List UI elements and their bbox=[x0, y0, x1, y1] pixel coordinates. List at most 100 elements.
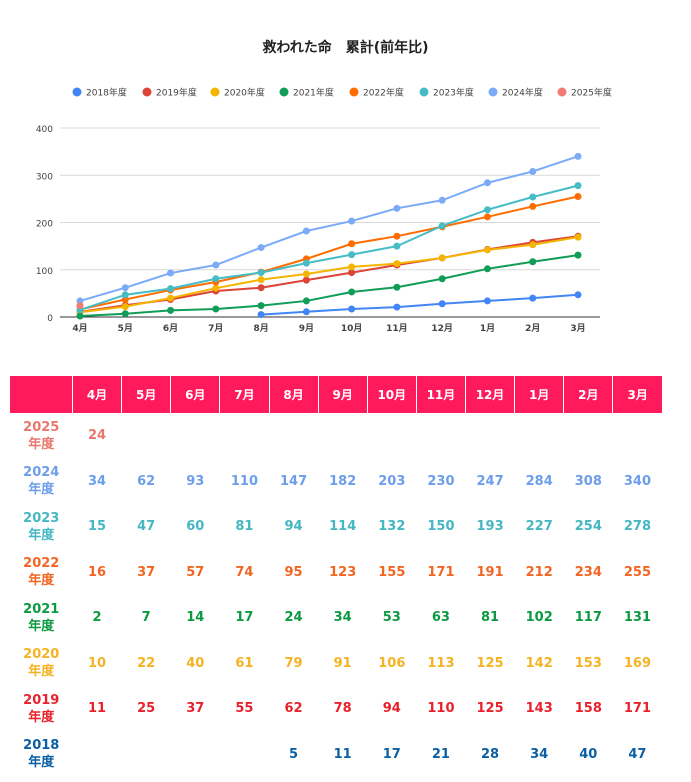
table-cell: 62 bbox=[284, 701, 303, 717]
data-point bbox=[212, 284, 220, 292]
table-cell bbox=[122, 732, 171, 778]
data-point bbox=[348, 240, 356, 248]
table-header-cell: 7月 bbox=[219, 376, 270, 413]
table-cell: 55 bbox=[235, 701, 254, 717]
table-row: 2018 年度 5 11 17 21 28 34 40 47 bbox=[10, 732, 662, 778]
table-cell: 230 bbox=[427, 473, 455, 489]
table-cell: 40 bbox=[579, 746, 598, 762]
x-tick-label: 4月 bbox=[72, 323, 87, 334]
table-row: 2023 年度 15 47 60 81 94 114 132 150 193 227 254 278 bbox=[10, 504, 662, 550]
data-point bbox=[302, 270, 310, 278]
table-header-cell: 12月 bbox=[465, 376, 516, 413]
table-cell: 247 bbox=[476, 473, 504, 489]
table-cell: 131 bbox=[623, 610, 651, 626]
data-point bbox=[529, 167, 537, 175]
table-header-cell: 8月 bbox=[269, 376, 319, 413]
table-cell: 7 bbox=[141, 610, 151, 626]
table-cell bbox=[564, 413, 613, 459]
x-tick-label: 3月 bbox=[570, 323, 585, 334]
table-cell: 278 bbox=[623, 519, 651, 535]
table-cell: 143 bbox=[525, 701, 553, 717]
table-cell: 91 bbox=[333, 655, 352, 671]
legend-label: 2020年度 bbox=[224, 87, 265, 99]
table-cell: 25 bbox=[137, 701, 156, 717]
data-point bbox=[393, 232, 401, 240]
legend-item: 2019年度 bbox=[142, 87, 197, 99]
x-tick-label: 10月 bbox=[341, 323, 363, 334]
data-point bbox=[574, 233, 582, 241]
table-cell: 340 bbox=[623, 473, 651, 489]
row-year-label: 2019 年度 bbox=[10, 686, 73, 732]
table-cell: 153 bbox=[574, 655, 602, 671]
data-point bbox=[438, 300, 446, 308]
legend-item: 2023年度 bbox=[419, 87, 474, 99]
table-row: 2024 年度 34 62 93 110 147 182 203 230 247 284 308 340 bbox=[10, 459, 662, 505]
legend-item: 2025年度 bbox=[557, 87, 612, 99]
row-year-label: 2021 年度 bbox=[10, 595, 73, 641]
table-cell: 24 bbox=[88, 428, 107, 444]
data-point bbox=[348, 263, 356, 271]
table-cell: 11 bbox=[333, 746, 352, 762]
x-tick-label: 6月 bbox=[163, 323, 178, 334]
table-cell: 117 bbox=[574, 610, 602, 626]
row-year-suffix: 年度 bbox=[28, 664, 55, 680]
legend-marker bbox=[557, 87, 567, 97]
data-point bbox=[483, 213, 491, 221]
x-axis: 4月 5月 6月 7月 8月 9月 10月 11月 12月 1月 2月 3月 bbox=[72, 323, 585, 334]
table-cell: 34 bbox=[333, 610, 352, 626]
legend-item: 2022年度 bbox=[349, 87, 404, 99]
data-point bbox=[393, 242, 401, 250]
table-cell: 15 bbox=[88, 519, 107, 535]
table-header-cell: 6月 bbox=[170, 376, 221, 413]
table-cell: 57 bbox=[186, 564, 205, 580]
data-point bbox=[574, 152, 582, 160]
series-line bbox=[261, 293, 579, 316]
data-point bbox=[348, 305, 356, 313]
data-point bbox=[76, 302, 84, 310]
table-cell: 37 bbox=[186, 701, 205, 717]
row-year: 2019 bbox=[23, 692, 60, 708]
data-point bbox=[302, 297, 310, 305]
y-tick-label: 100 bbox=[36, 267, 53, 277]
chart-grid bbox=[60, 127, 600, 318]
series-line bbox=[79, 236, 579, 314]
data-point bbox=[529, 258, 537, 266]
data-point bbox=[393, 260, 401, 268]
chart-title: 救われた命 累計(前年比) bbox=[262, 40, 429, 56]
table-cell: 132 bbox=[378, 519, 406, 535]
x-tick-label: 11月 bbox=[386, 323, 408, 334]
table-cell: 21 bbox=[431, 746, 450, 762]
data-point bbox=[529, 193, 537, 201]
series-2 bbox=[76, 233, 582, 316]
table-row: 2021 年度 2 7 14 17 24 34 53 63 81 102 117 131 bbox=[10, 595, 662, 641]
row-year-label: 2023 年度 bbox=[10, 504, 73, 550]
table-cell: 182 bbox=[329, 473, 357, 489]
row-year: 2023 bbox=[23, 510, 60, 526]
table-cell: 34 bbox=[530, 746, 549, 762]
line-chart: 2018年度 2019年度 2020年度 2021年度 2022年度 2023年度 2024… bbox=[36, 87, 612, 335]
table-cell: 125 bbox=[476, 655, 504, 671]
chart-series bbox=[76, 152, 582, 320]
table-cell: 5 bbox=[289, 746, 299, 762]
table-cell bbox=[171, 413, 220, 459]
table-cell bbox=[171, 732, 220, 778]
data-point bbox=[121, 310, 129, 318]
series-1 bbox=[76, 232, 582, 316]
data-point bbox=[483, 246, 491, 254]
data-point bbox=[121, 284, 129, 292]
data-point bbox=[393, 303, 401, 311]
table-cell: 28 bbox=[481, 746, 500, 762]
x-tick-label: 8月 bbox=[253, 323, 268, 334]
data-point bbox=[438, 222, 446, 230]
data-point bbox=[257, 284, 265, 292]
row-year-label: 2020 年度 bbox=[10, 641, 73, 687]
table-cell: 10 bbox=[88, 655, 107, 671]
table-body: 2025 年度 24 2024 年度 34 62 93 110 147 182 203 230 247 28… bbox=[10, 413, 662, 777]
data-point bbox=[393, 204, 401, 212]
table-cell: 47 bbox=[137, 519, 156, 535]
table-cell: 123 bbox=[329, 564, 357, 580]
table-cell: 155 bbox=[378, 564, 406, 580]
data-point bbox=[574, 251, 582, 259]
table-cell: 81 bbox=[235, 519, 254, 535]
series-7 bbox=[76, 302, 84, 310]
